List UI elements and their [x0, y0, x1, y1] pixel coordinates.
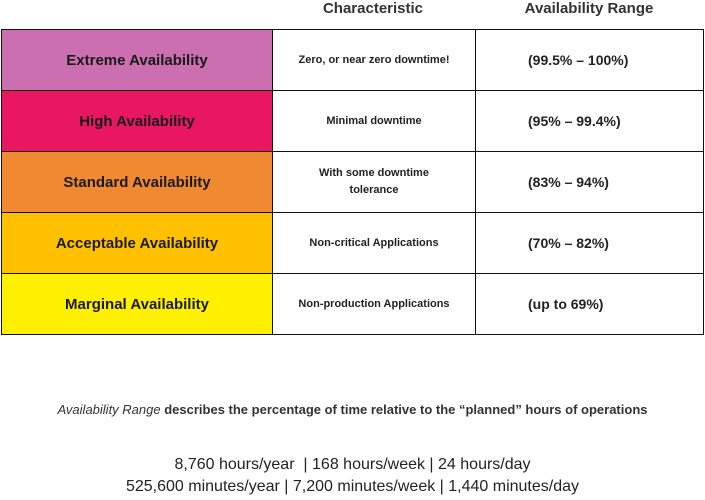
characteristic-cell: Minimal downtime	[272, 90, 476, 152]
level-cell-marginal: Marginal Availability	[1, 273, 273, 335]
range-cell: (70% – 82%)	[475, 212, 704, 274]
minutes-statistics: 525,600 minutes/year | 7,200 minutes/wee…	[125, 478, 580, 495]
level-cell-high: High Availability	[1, 90, 273, 152]
table-row: Acceptable Availability Non-critical App…	[1, 212, 704, 274]
table-header-row: Characteristic Availability Range	[0, 0, 705, 30]
range-cell: (95% – 99.4%)	[475, 90, 704, 152]
characteristic-cell: With some downtime tolerance	[272, 151, 476, 213]
hours-statistics: 8,760 hours/year | 168 hours/week | 24 h…	[174, 456, 531, 473]
characteristic-cell: Non-production Applications	[272, 273, 476, 335]
characteristic-cell: Non-critical Applications	[272, 212, 476, 274]
availability-table: Extreme Availability Zero, or near zero …	[1, 29, 704, 335]
range-cell: (83% – 94%)	[475, 151, 704, 213]
characteristic-column-header: Characteristic	[322, 0, 424, 17]
characteristic-cell: Zero, or near zero downtime!	[272, 29, 476, 91]
table-row: Marginal Availability Non-production App…	[1, 273, 704, 335]
availability-range-description: Availability Range describes the percent…	[0, 402, 705, 417]
description-term: Availability Range	[57, 402, 161, 417]
range-cell: (up to 69%)	[475, 273, 704, 335]
level-cell-acceptable: Acceptable Availability	[1, 212, 273, 274]
availability-range-column-header: Availability Range	[524, 0, 654, 17]
table-row: Standard Availability With some downtime…	[1, 151, 704, 213]
table-row: High Availability Minimal downtime (95% …	[1, 90, 704, 152]
time-statistics: 8,760 hours/year | 168 hours/week | 24 h…	[0, 454, 705, 498]
level-cell-extreme: Extreme Availability	[1, 29, 273, 91]
table-row: Extreme Availability Zero, or near zero …	[1, 29, 704, 91]
range-cell: (99.5% – 100%)	[475, 29, 704, 91]
level-cell-standard: Standard Availability	[1, 151, 273, 213]
description-text: describes the percentage of time relativ…	[160, 402, 648, 417]
